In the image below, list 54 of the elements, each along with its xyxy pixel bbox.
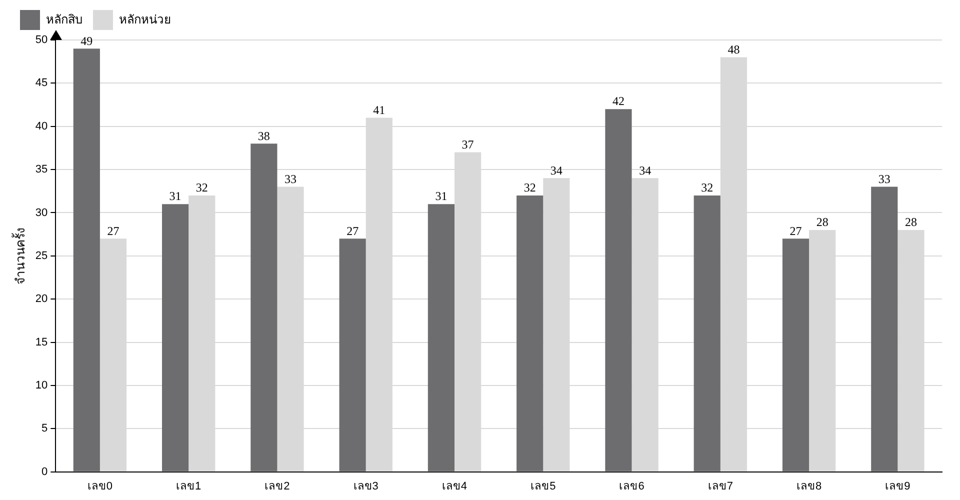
x-tick-label: เลข6 — [619, 480, 644, 492]
data-label: 27 — [346, 224, 359, 238]
y-tick-label: 20 — [35, 293, 48, 306]
data-label: 33 — [284, 172, 297, 186]
legend-label: หลักสิบ — [46, 12, 83, 26]
data-label: 49 — [80, 34, 93, 48]
y-tick-label: 45 — [35, 77, 48, 90]
bar — [782, 238, 810, 472]
y-tick-label: 0 — [42, 466, 48, 478]
data-label: 34 — [639, 163, 652, 178]
x-tick-label: เลข0 — [87, 480, 113, 492]
y-axis-title: จำนวนครั้ง — [12, 227, 28, 284]
data-label: 28 — [904, 215, 917, 230]
bar — [339, 238, 366, 472]
y-tick-label: 35 — [35, 164, 48, 176]
bar — [250, 144, 278, 472]
bar — [428, 204, 454, 472]
data-label: 31 — [435, 189, 448, 204]
data-label: 42 — [612, 94, 624, 108]
data-label: 34 — [550, 163, 562, 178]
bar — [871, 186, 898, 472]
bar — [694, 195, 720, 472]
data-label: 33 — [878, 172, 890, 186]
x-tick-label: เลข1 — [176, 480, 202, 492]
data-label: 48 — [728, 42, 740, 56]
y-tick-label: 5 — [42, 422, 48, 435]
data-label: 32 — [524, 180, 536, 195]
data-label: 27 — [107, 224, 120, 238]
data-label: 27 — [790, 224, 802, 238]
x-tick-label: เลข2 — [264, 480, 290, 492]
data-label: 37 — [462, 137, 474, 152]
x-tick-label: เลข9 — [885, 480, 910, 492]
data-label: 32 — [196, 180, 208, 195]
x-tick-label: เลข3 — [353, 480, 378, 492]
y-tick-label: 10 — [35, 379, 48, 392]
bar — [73, 48, 100, 472]
bar — [516, 195, 544, 472]
x-tick-label: เลข5 — [530, 480, 556, 492]
data-label: 32 — [701, 180, 714, 195]
x-tick-label: เลข8 — [796, 480, 822, 492]
y-tick-label: 15 — [35, 336, 48, 348]
x-tick-label: เลข4 — [442, 480, 468, 492]
y-tick-label: 50 — [35, 34, 48, 46]
x-tick-label: เลข7 — [708, 480, 733, 492]
data-label: 31 — [169, 189, 182, 204]
y-tick-label: 25 — [35, 250, 48, 262]
legend-label: หลักหน่วย — [119, 12, 171, 26]
bar — [605, 109, 632, 472]
bar — [162, 204, 189, 472]
y-tick-label: 30 — [35, 206, 48, 219]
y-tick-label: 40 — [35, 120, 48, 132]
data-label: 38 — [258, 128, 270, 143]
data-label: 28 — [816, 215, 828, 230]
data-label: 41 — [373, 102, 386, 117]
